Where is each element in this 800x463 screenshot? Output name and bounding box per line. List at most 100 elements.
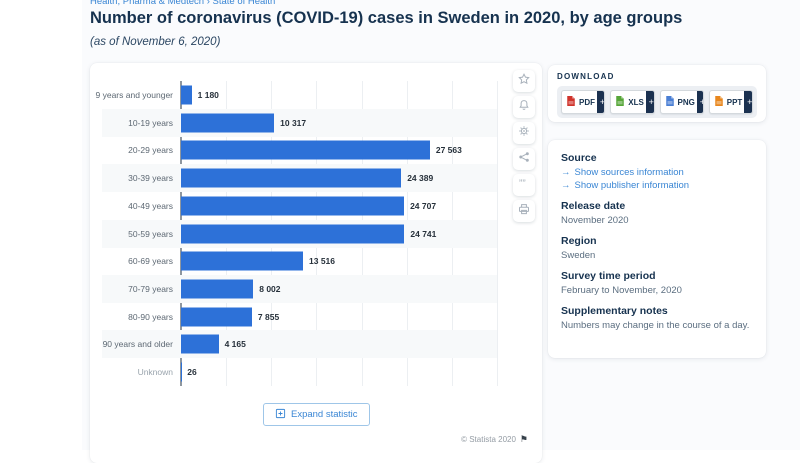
chart-row: 20-29 years 27 563 xyxy=(102,136,530,164)
chart-row: 60-69 years 13 516 xyxy=(102,247,530,275)
gear-icon xyxy=(518,124,530,142)
value-label: 8 002 xyxy=(259,284,280,294)
info-section-title: Supplementary notes xyxy=(561,305,753,317)
category-label: 30-39 years xyxy=(128,173,173,183)
category-label: 40-49 years xyxy=(128,201,173,211)
bar[interactable] xyxy=(181,141,430,160)
info-section-source: Source →Show sources information →Show pub… xyxy=(561,152,753,191)
printer-icon xyxy=(518,202,530,220)
value-label: 27 563 xyxy=(436,145,462,155)
page-subtitle: (as of November 6, 2020) xyxy=(90,36,220,48)
expand-statistic-label: Expand statistic xyxy=(291,409,358,420)
bar[interactable] xyxy=(181,252,303,271)
info-section-supplementary-notes: Supplementary notes Numbers may change in… xyxy=(561,305,753,331)
value-label: 24 741 xyxy=(410,229,436,239)
share-icon xyxy=(518,150,530,168)
category-label: Unknown xyxy=(138,367,173,377)
quote-icon: ”” xyxy=(518,176,530,194)
download-section: DOWNLOAD PDF+XLS+PNG+PPT+ xyxy=(548,65,766,122)
info-section-survey-time-period: Survey time period February to November, … xyxy=(561,270,753,296)
printer-button[interactable] xyxy=(513,200,535,222)
download-format-label: PDF xyxy=(579,98,595,107)
copyright: © Statista 2020 ⚑ xyxy=(461,434,528,445)
chart-row: 30-39 years 24 389 xyxy=(102,164,530,192)
download-heading: DOWNLOAD xyxy=(557,72,757,81)
star-icon xyxy=(518,72,530,90)
quote-button[interactable]: ”” xyxy=(513,174,535,196)
flag-icon[interactable]: ⚑ xyxy=(520,434,528,445)
value-label: 1 180 xyxy=(198,90,219,100)
category-label: 70-79 years xyxy=(128,284,173,294)
download-pdf-button[interactable]: PDF+ xyxy=(561,90,605,114)
download-format-label: XLS xyxy=(628,98,644,107)
download-xls-button[interactable]: XLS+ xyxy=(610,90,654,114)
value-label: 24 707 xyxy=(410,201,436,211)
page-title: Number of coronavirus (COVID-19) cases i… xyxy=(90,9,750,28)
download-plus-toggle[interactable]: + xyxy=(646,90,655,114)
category-label: 9 years and younger xyxy=(96,90,174,100)
chart-row: 50-59 years 24 741 xyxy=(102,220,530,248)
info-section-title: Source xyxy=(561,152,753,164)
bar[interactable] xyxy=(181,307,252,326)
value-label: 10 317 xyxy=(280,118,306,128)
bar[interactable] xyxy=(181,169,401,188)
chart-toolbar: ”” xyxy=(513,70,535,226)
copyright-text: © Statista 2020 xyxy=(461,435,516,444)
value-label: 13 516 xyxy=(309,256,335,266)
value-label: 7 855 xyxy=(258,312,279,322)
info-section-body: Sweden xyxy=(561,250,753,261)
chart-row: 70-79 years 8 002 xyxy=(102,275,530,303)
expand-statistic-button[interactable]: Expand statistic xyxy=(263,403,370,426)
category-label: 20-29 years xyxy=(128,145,173,155)
expand-plus-icon xyxy=(275,408,286,422)
bar[interactable] xyxy=(181,224,404,243)
share-button[interactable] xyxy=(513,148,535,170)
download-format-label: PPT xyxy=(727,98,743,107)
arrow-right-icon: → xyxy=(561,167,571,178)
info-section-title: Release date xyxy=(561,200,753,212)
chart-row: 40-49 years 24 707 xyxy=(102,192,530,220)
bell-icon xyxy=(518,98,530,116)
bell-button[interactable] xyxy=(513,96,535,118)
info-section-body: Numbers may change in the course of a da… xyxy=(561,320,753,331)
download-plus-toggle[interactable]: + xyxy=(744,90,753,114)
gear-button[interactable] xyxy=(513,122,535,144)
download-plus-toggle[interactable]: + xyxy=(697,90,704,114)
breadcrumb[interactable]: Health, Pharma & Medtech › State of Heal… xyxy=(90,0,275,7)
info-link[interactable]: →Show sources information xyxy=(561,167,753,178)
download-ppt-button[interactable]: PPT+ xyxy=(709,90,753,114)
png-file-icon xyxy=(661,95,675,110)
chart-row: 10-19 years 10 317 xyxy=(102,109,530,137)
category-label: 10-19 years xyxy=(128,118,173,128)
download-plus-toggle[interactable]: + xyxy=(597,90,605,114)
info-section-body: November 2020 xyxy=(561,215,753,226)
info-section-title: Survey time period xyxy=(561,270,753,282)
info-section-body: February to November, 2020 xyxy=(561,285,753,296)
pdf-file-icon xyxy=(562,95,576,110)
value-label: 24 389 xyxy=(407,173,433,183)
download-format-label: PNG xyxy=(678,98,695,107)
category-label: 50-59 years xyxy=(128,229,173,239)
metadata-section: Source →Show sources information →Show pub… xyxy=(548,140,766,358)
bar[interactable] xyxy=(181,196,404,215)
value-label: 4 165 xyxy=(225,339,246,349)
category-label: 80-90 years xyxy=(128,312,173,322)
download-panel: PDF+XLS+PNG+PPT+ xyxy=(557,86,757,118)
download-png-button[interactable]: PNG+ xyxy=(660,90,704,114)
bar[interactable] xyxy=(181,279,253,298)
bar[interactable] xyxy=(181,335,219,354)
bar[interactable] xyxy=(181,86,192,105)
star-button[interactable] xyxy=(513,70,535,92)
category-label: 60-69 years xyxy=(128,256,173,266)
svg-text:””: ”” xyxy=(519,179,526,190)
info-section-release-date: Release date November 2020 xyxy=(561,200,753,226)
info-link[interactable]: →Show publisher information xyxy=(561,180,753,191)
bar[interactable] xyxy=(181,113,274,132)
xls-file-icon xyxy=(611,95,625,110)
